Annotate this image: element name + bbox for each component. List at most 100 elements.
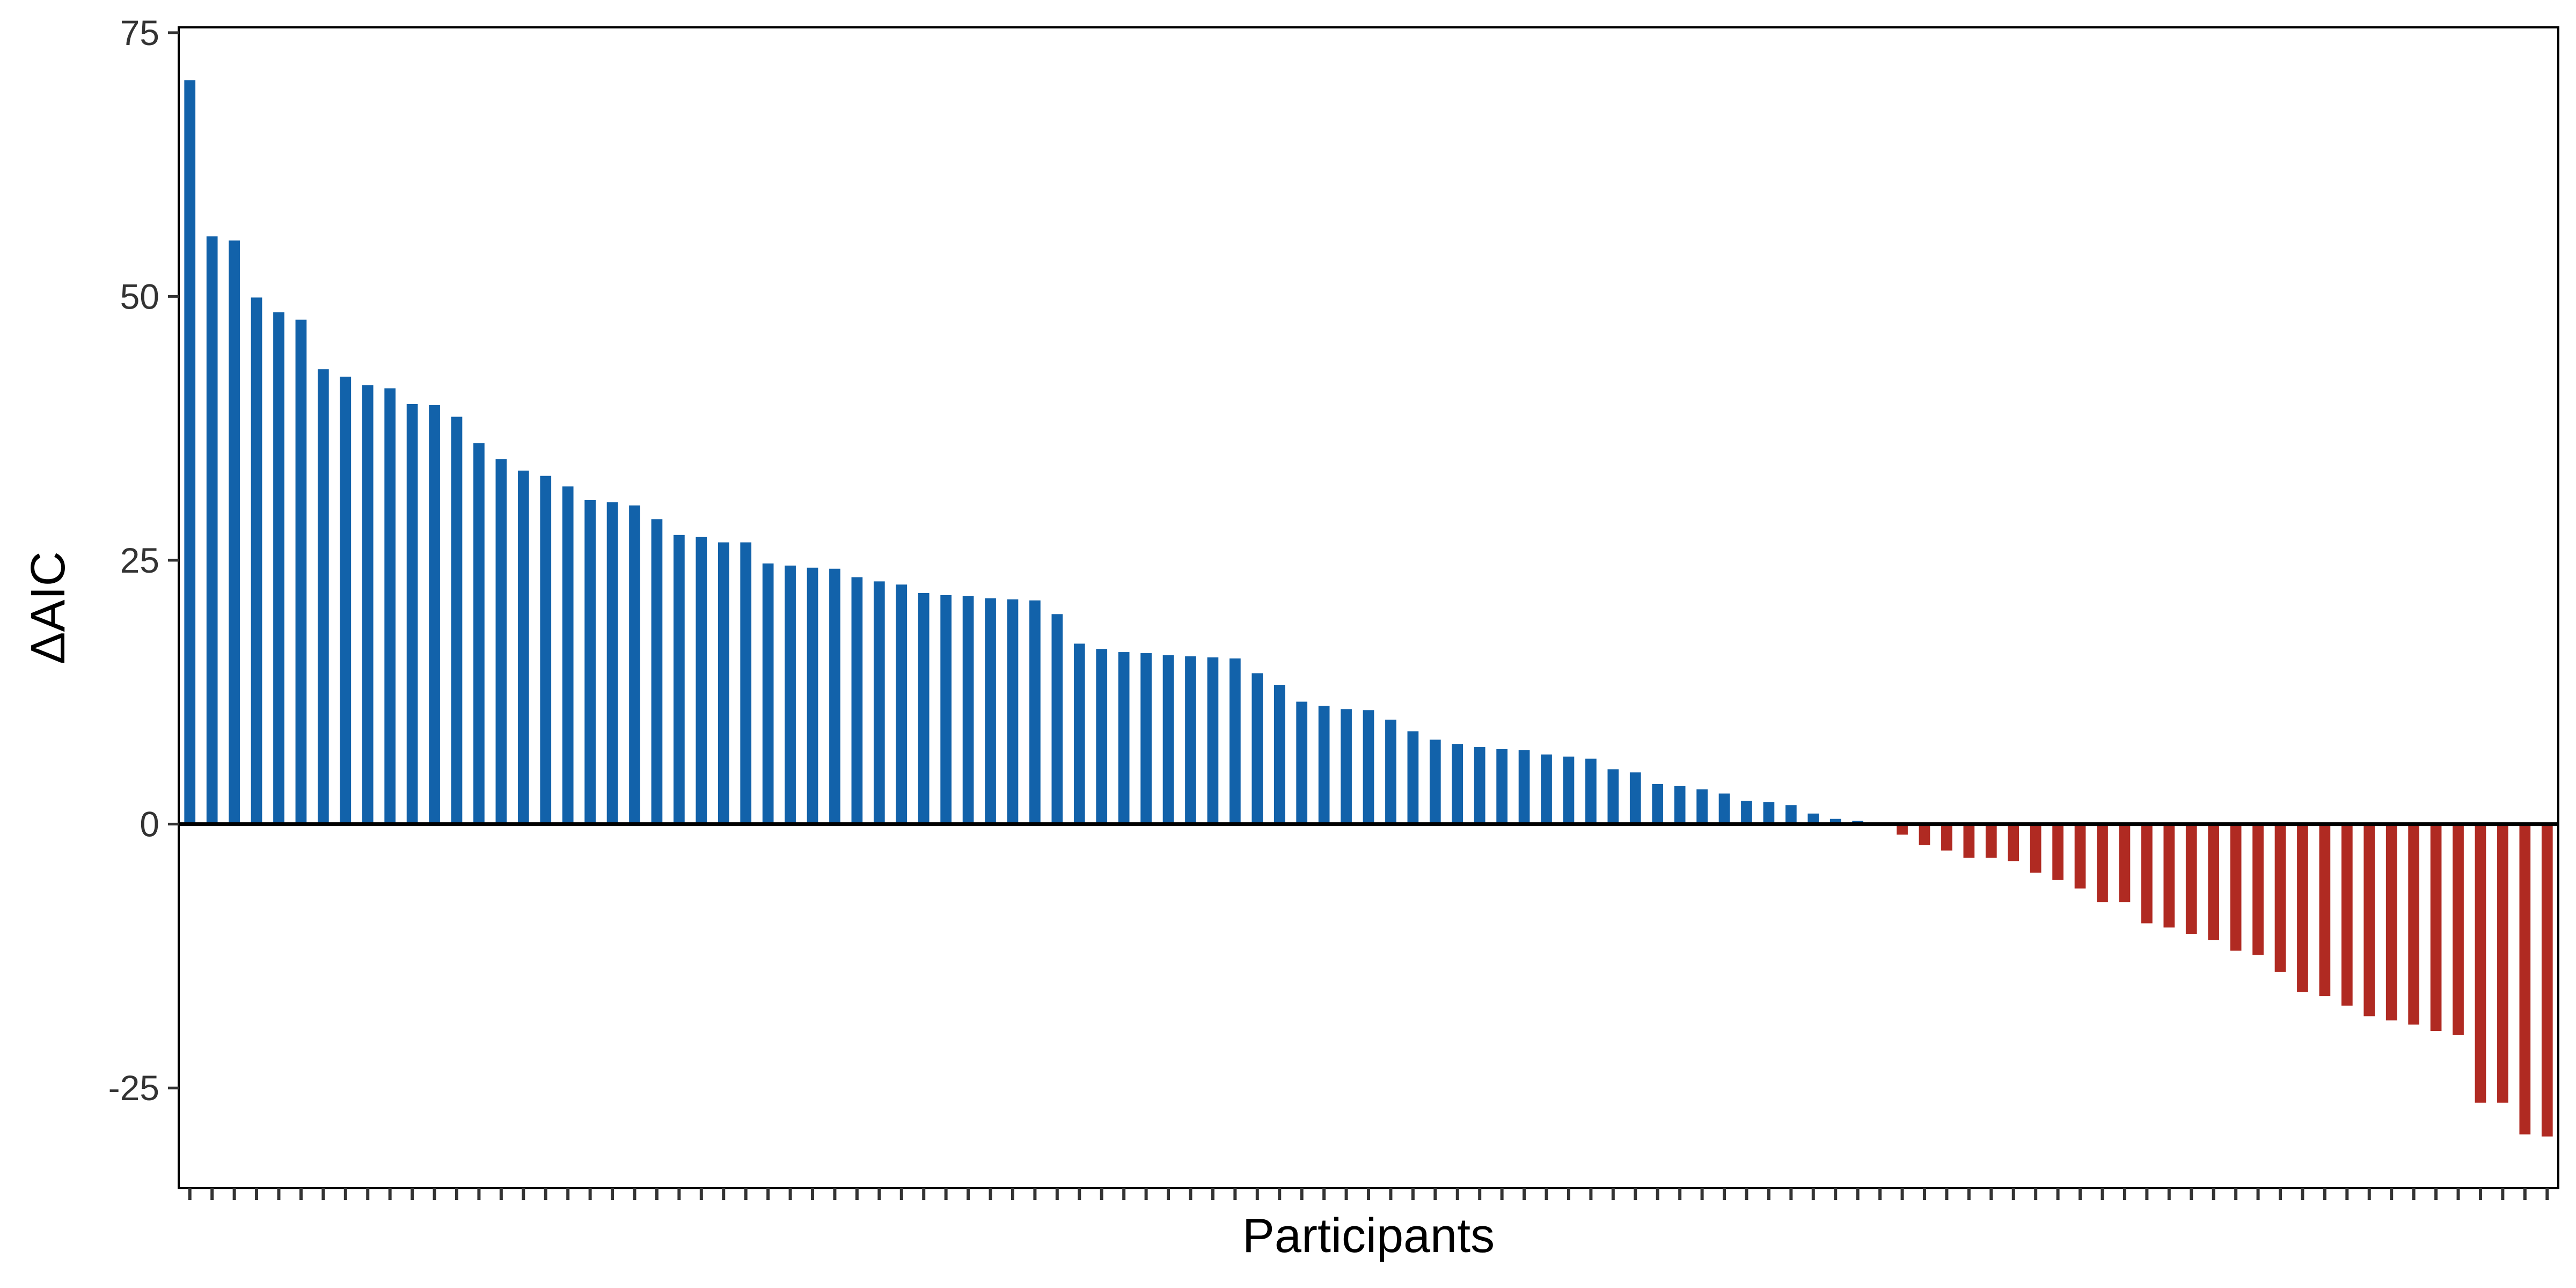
bar-participant-7 (317, 369, 329, 824)
bar-participant-74 (1807, 813, 1819, 824)
y-axis-title: ΔAIC (21, 551, 75, 664)
bar-participant-70 (1718, 793, 1730, 824)
bar-participant-89 (2141, 824, 2153, 924)
bar-participant-90 (2163, 824, 2175, 928)
bar-participant-100 (2385, 824, 2397, 1021)
bar-participant-102 (2430, 824, 2442, 1031)
bar-participant-62 (1541, 754, 1552, 824)
bar-participant-19 (584, 500, 596, 824)
bars-layer (184, 80, 2553, 1137)
bar-participant-34 (918, 592, 930, 824)
bar-participant-86 (2074, 824, 2086, 889)
y-tick-label: 75 (120, 13, 159, 53)
bar-participant-6 (295, 319, 307, 824)
bar-participant-20 (606, 502, 618, 824)
bar-participant-23 (674, 535, 685, 824)
y-tick-label: 0 (140, 804, 159, 844)
bar-participant-9 (362, 385, 374, 824)
bar-participant-17 (540, 475, 552, 824)
bar-participant-22 (651, 519, 663, 824)
bar-participant-63 (1563, 756, 1575, 824)
bar-participant-31 (851, 577, 863, 824)
bar-participant-105 (2497, 824, 2508, 1103)
bar-participant-35 (940, 595, 952, 824)
bar-participant-78 (1897, 824, 1908, 835)
bar-participant-58 (1452, 744, 1463, 824)
bar-participant-59 (1474, 747, 1485, 824)
bar-participant-75 (1829, 818, 1841, 824)
bar-participant-73 (1785, 805, 1797, 824)
bar-participant-61 (1518, 750, 1530, 824)
bar-participant-29 (807, 567, 818, 824)
bar-participant-79 (1919, 824, 1930, 845)
bar-participant-80 (1941, 824, 1952, 851)
bar-participant-55 (1385, 719, 1396, 824)
bar-participant-2 (206, 236, 218, 824)
bar-participant-66 (1629, 772, 1641, 824)
bar-participant-106 (2519, 824, 2531, 1135)
bar-participant-84 (2030, 824, 2041, 873)
bar-participant-72 (1763, 802, 1775, 824)
bar-participant-54 (1363, 710, 1374, 824)
bar-participant-13 (451, 416, 463, 824)
bar-participant-47 (1207, 657, 1219, 824)
bar-participant-71 (1741, 801, 1752, 824)
bar-participant-21 (629, 505, 640, 824)
bar-participant-40 (1051, 614, 1063, 824)
y-tick-label: 25 (120, 540, 159, 580)
bar-participant-99 (2363, 824, 2375, 1016)
bar-participant-15 (495, 459, 507, 824)
bar-participant-93 (2230, 824, 2242, 951)
bar-participant-37 (985, 598, 996, 824)
bar-participant-87 (2097, 824, 2108, 903)
bar-participant-53 (1341, 709, 1352, 824)
bar-participant-25 (718, 542, 729, 824)
bar-participant-8 (340, 376, 352, 824)
y-tick-label: -25 (108, 1068, 159, 1108)
bar-participant-67 (1652, 784, 1664, 824)
bar-participant-103 (2453, 824, 2464, 1035)
bar-participant-81 (1963, 824, 1975, 858)
bar-participant-52 (1318, 706, 1330, 824)
bar-participant-94 (2252, 824, 2264, 955)
bar-participant-42 (1096, 649, 1108, 824)
bar-participant-60 (1496, 749, 1507, 824)
bar-participant-36 (962, 596, 974, 824)
bar-participant-107 (2541, 824, 2553, 1137)
bar-participant-64 (1585, 758, 1597, 824)
bar-participant-91 (2185, 824, 2197, 934)
bar-participant-16 (517, 470, 529, 824)
bar-participant-3 (229, 240, 240, 824)
bar-participant-85 (2052, 824, 2063, 880)
bar-participant-95 (2274, 824, 2286, 972)
bar-participant-32 (873, 581, 885, 824)
bar-participant-83 (2008, 824, 2019, 861)
bar-participant-10 (384, 388, 396, 824)
bar-participant-68 (1674, 786, 1686, 824)
bar-participant-18 (562, 486, 574, 824)
x-axis-title: Participants (1242, 1209, 1495, 1263)
bar-participant-104 (2475, 824, 2486, 1103)
bar-participant-56 (1407, 731, 1419, 824)
bar-participant-57 (1429, 740, 1441, 824)
bar-participant-44 (1140, 653, 1152, 824)
y-axis: -25 0 25 50 75 (108, 13, 179, 1108)
x-axis (188, 1188, 2549, 1200)
bar-participant-33 (896, 584, 908, 824)
bar-participant-49 (1252, 673, 1263, 824)
bar-participant-92 (2208, 824, 2220, 940)
bar-participant-65 (1607, 769, 1619, 824)
bar-participant-30 (829, 568, 840, 824)
bar-participant-4 (251, 297, 262, 824)
bar-participant-88 (2119, 824, 2131, 903)
bar-participant-12 (429, 405, 440, 824)
bar-participant-1 (184, 80, 196, 824)
bar-participant-96 (2297, 824, 2308, 992)
bar-participant-41 (1073, 643, 1085, 824)
bar-participant-97 (2319, 824, 2331, 997)
bar-participant-27 (762, 563, 774, 824)
bar-participant-43 (1118, 652, 1130, 824)
y-tick-label: 50 (120, 276, 159, 316)
bar-participant-28 (785, 565, 796, 824)
